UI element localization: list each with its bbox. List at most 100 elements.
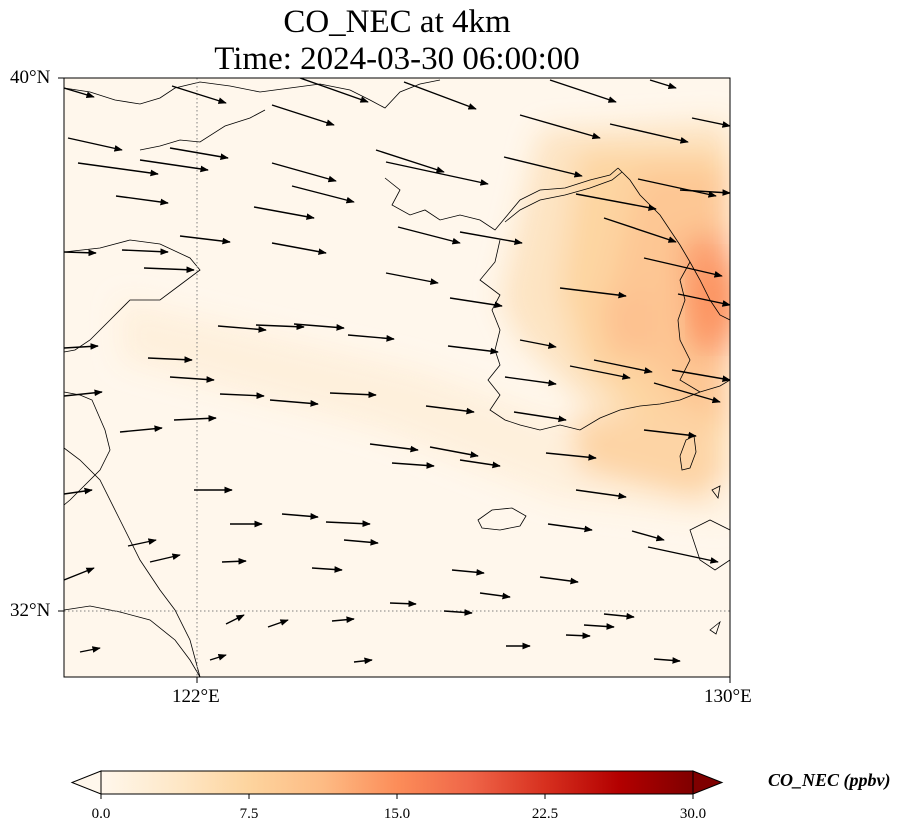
wind-arrow (397, 226, 461, 245)
wind-arrow (429, 446, 479, 458)
colorbar-tick-label: 22.5 (531, 806, 559, 822)
wind-arrow (64, 389, 103, 397)
wind-arrow (385, 272, 439, 285)
wind-vector-field (64, 78, 730, 665)
wind-arrow (121, 248, 169, 256)
wind-arrow (447, 345, 499, 355)
wind-arrow (64, 87, 95, 99)
wind-arrow (173, 415, 217, 422)
wind-arrow (67, 137, 123, 152)
wind-arrow (293, 323, 345, 331)
wind-arrow (504, 376, 557, 387)
wind-arrow (539, 576, 579, 585)
lon-tick-122e: 122°E (172, 686, 220, 707)
wind-arrow (253, 206, 315, 220)
lon-tick-130e: 130°E (704, 686, 752, 707)
wind-arrow (653, 657, 681, 664)
wind-arrow (147, 356, 193, 364)
wind-arrow (77, 162, 159, 177)
wind-arrow (559, 287, 627, 299)
wind-arrow (127, 538, 157, 547)
wind-arrow (343, 538, 379, 546)
wind-arrow (391, 462, 435, 469)
wind-arrow (369, 443, 419, 453)
map-frame (63, 77, 731, 678)
wind-arrow (64, 567, 95, 581)
wind-arrow (171, 85, 227, 104)
wind-arrow (347, 334, 395, 342)
wind-arrow (519, 114, 601, 140)
wind-arrow (547, 523, 593, 533)
wind-arrow (271, 162, 337, 183)
wind-arrow (549, 79, 617, 103)
colorbar (70, 770, 724, 799)
wind-arrow (671, 369, 730, 383)
wind-arrow (403, 81, 477, 110)
wind-arrow (583, 623, 615, 630)
wind-arrow (389, 600, 417, 608)
wind-arrow (691, 117, 730, 128)
wind-arrow (637, 178, 717, 198)
wind-arrow (143, 266, 195, 274)
wind-arrow (169, 376, 215, 383)
map-title-line2: Time: 2024-03-30 06:00:00 (214, 41, 580, 77)
wind-arrow (64, 487, 93, 495)
wind-arrow (631, 530, 665, 542)
wind-arrow (375, 149, 445, 173)
wind-arrow (653, 382, 721, 404)
wind-arrow (271, 104, 335, 126)
wind-arrow (179, 235, 231, 245)
wind-arrow (545, 452, 597, 461)
wind-arrow (385, 161, 489, 186)
wind-arrow (217, 325, 267, 333)
lat-tick-40n: 40°N (10, 67, 51, 88)
wind-arrow (255, 323, 305, 331)
wind-arrow (593, 359, 653, 374)
wind-arrow (513, 411, 567, 423)
lat-tick-32n: 32°N (10, 600, 51, 621)
wind-arrow (679, 189, 730, 196)
colorbar-tick-label: 7.5 (239, 806, 259, 822)
wind-arrow (79, 646, 101, 653)
wind-arrow (459, 231, 523, 245)
co-concentration-field (64, 78, 730, 677)
wind-arrow (139, 159, 209, 173)
wind-arrow (353, 657, 373, 665)
wind-arrow (677, 293, 730, 307)
wind-arrow (149, 553, 181, 563)
wind-arrow (299, 78, 369, 103)
wind-arrow (609, 123, 689, 144)
wind-arrow (169, 147, 229, 161)
wind-arrow (519, 339, 557, 349)
colorbar-tick-label: 15.0 (383, 806, 411, 822)
wind-arrow (267, 619, 289, 628)
colorbar-tick-label: 30.0 (679, 806, 707, 822)
wind-arrow (291, 185, 355, 204)
wind-arrow (281, 513, 319, 520)
wind-arrow (643, 429, 697, 439)
wind-arrow (329, 391, 377, 399)
wind-arrow (575, 193, 657, 211)
wind-arrow (311, 566, 343, 573)
wind-arrow (643, 257, 723, 278)
wind-arrow (115, 195, 169, 206)
wind-arrow (451, 568, 485, 576)
wind-arrow (331, 616, 355, 624)
map-title-line1: CO_NEC at 4km (283, 4, 511, 40)
wind-arrow (603, 612, 635, 620)
wind-arrow (64, 249, 97, 257)
wind-arrow (64, 343, 99, 350)
wind-arrow (449, 297, 503, 309)
wind-arrow (209, 654, 227, 661)
wind-arrow (269, 399, 319, 407)
wind-arrow (225, 614, 245, 625)
wind-arrow (565, 632, 591, 640)
colorbar-title: CO_NEC (ppbv) (768, 770, 891, 790)
wind-arrow (219, 392, 265, 400)
wind-arrow (603, 217, 677, 243)
wind-arrow (325, 520, 371, 528)
wind-arrow (425, 405, 475, 415)
wind-arrow (119, 425, 163, 433)
wind-arrow (459, 459, 501, 469)
wind-arrow (575, 489, 627, 500)
